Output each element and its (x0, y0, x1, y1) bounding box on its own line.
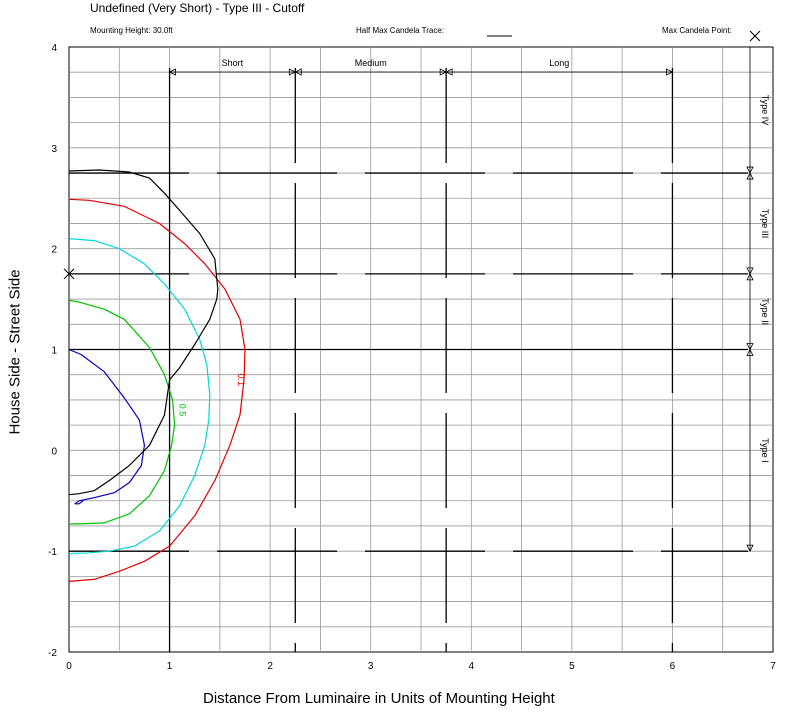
zone-arrow-head (168, 68, 176, 76)
type-zone-label: Type III (760, 209, 770, 239)
type-arrow-head (746, 172, 754, 180)
distance-zone-label: Short (222, 58, 244, 68)
zone-arrow-head (445, 68, 453, 76)
y-tick-label: 3 (51, 144, 57, 155)
type-arrow-head (746, 348, 754, 356)
y-tick-label: 1 (51, 346, 57, 357)
mounting-height-label: Mounting Height: 30.0ft (90, 26, 173, 35)
zone-arrow-head (439, 68, 448, 76)
x-tick-label: 3 (368, 661, 374, 672)
type-zone-label: Type I (760, 438, 770, 463)
x-tick-label: 6 (670, 661, 676, 672)
type-arrow-head (746, 272, 754, 281)
distance-zone-label: Long (549, 58, 569, 68)
x-axis-label: Distance From Luminaire in Units of Moun… (203, 690, 555, 707)
max-candela-point-label: Max Candela Point: (662, 26, 732, 35)
y-tick-label: 2 (51, 245, 57, 256)
isocandela-curve (68, 198, 246, 582)
type-zone-label: Type IV (760, 95, 770, 126)
distance-zone-label: Medium (355, 58, 387, 68)
x-tick-label: 0 (66, 661, 72, 672)
curve-label: 0.1 (236, 373, 246, 386)
type-arrow-head (746, 544, 754, 553)
x-tick-label: 2 (267, 661, 273, 672)
type-arrow-head (746, 267, 754, 275)
max-candela-marker (63, 268, 75, 280)
type-zone-label: Type II (760, 298, 770, 325)
type-arrow-head (746, 166, 754, 174)
max-candela-legend-icon (749, 30, 761, 42)
isocandela-curve (68, 169, 219, 496)
x-tick-label: 5 (569, 661, 575, 672)
chart-title: Undefined (Very Short) - Type III - Cuto… (90, 1, 305, 15)
zone-arrow-head (294, 68, 302, 76)
isocandela-curve (68, 348, 145, 505)
x-tick-label: 7 (770, 661, 776, 672)
isocandela-curve (68, 238, 211, 555)
half-max-trace-label: Half Max Candela Trace: (356, 26, 445, 35)
y-tick-label: 4 (51, 43, 57, 54)
x-tick-label: 1 (167, 661, 173, 672)
type-arrow-head (746, 343, 754, 351)
curve-label: 0.5 (178, 404, 188, 417)
zone-arrow-head (288, 68, 297, 76)
y-tick-label: -1 (48, 547, 57, 558)
y-tick-label: 0 (51, 446, 57, 457)
y-tick-label: -2 (48, 648, 57, 659)
zone-arrow-head (666, 68, 674, 76)
x-tick-label: 4 (469, 661, 475, 672)
isocandela-curve (68, 299, 176, 525)
